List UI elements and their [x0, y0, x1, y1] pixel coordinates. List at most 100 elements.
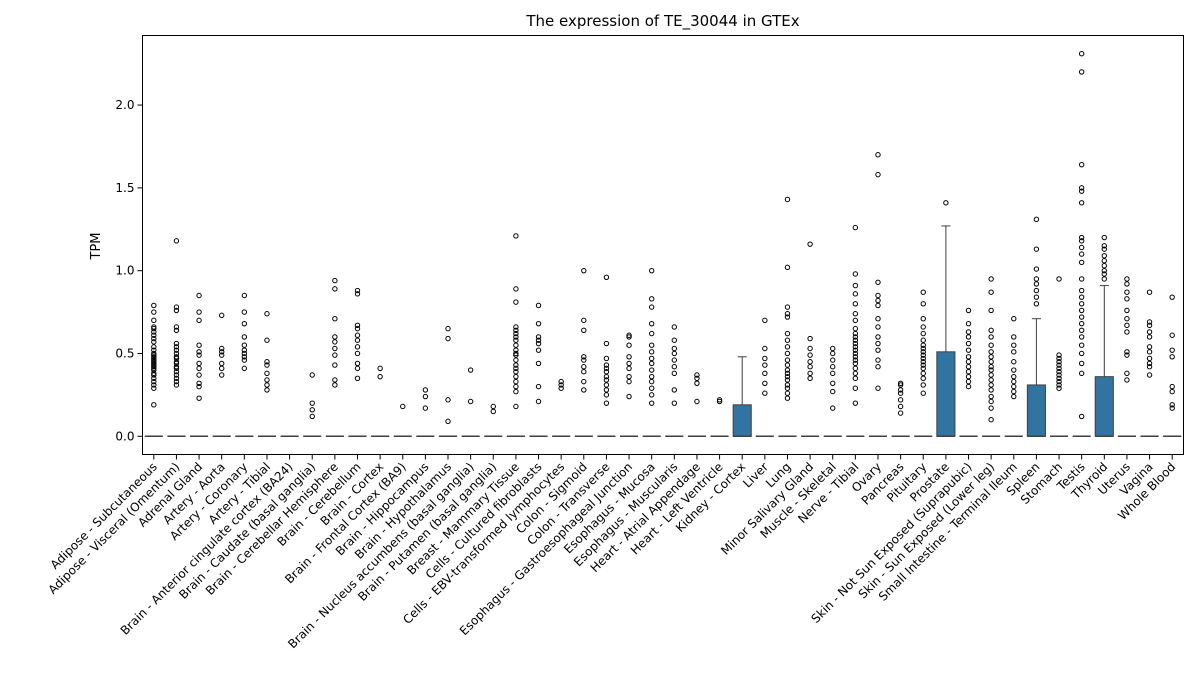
- outlier-point: [626, 342, 632, 348]
- outlier-point: [1056, 378, 1062, 385]
- outlier-point: [581, 378, 587, 385]
- outlier-point: [920, 301, 926, 307]
- outlier-point: [603, 392, 610, 398]
- outlier-point: [1169, 294, 1175, 300]
- outlier-point: [1146, 372, 1153, 378]
- outlier-point: [852, 311, 859, 317]
- outlier-point: [897, 390, 904, 396]
- outlier-point: [988, 289, 994, 295]
- outlier-point: [1124, 276, 1130, 282]
- outlier-point: [830, 405, 836, 411]
- outlier-point: [875, 171, 881, 178]
- outlier-point: [875, 302, 881, 309]
- outlier-point: [784, 337, 791, 343]
- outlier-point: [875, 152, 881, 158]
- outlier-point: [445, 397, 451, 403]
- outlier-point: [535, 337, 542, 343]
- outlier-point: [716, 397, 723, 403]
- outlier-point: [648, 296, 655, 302]
- outlier-point: [1011, 378, 1017, 385]
- outlier-point: [354, 375, 361, 382]
- outlier-point: [1078, 350, 1085, 357]
- outlier-point: [988, 359, 994, 365]
- outlier-point: [807, 364, 813, 370]
- outlier-point: [784, 370, 791, 377]
- outlier-point: [241, 354, 248, 360]
- outlier-point: [354, 291, 361, 297]
- outlier-point: [445, 418, 451, 425]
- outlier-point: [445, 325, 451, 332]
- outlier-point: [513, 403, 519, 410]
- outlier-point: [1124, 377, 1130, 383]
- outlier-point: [1033, 301, 1040, 307]
- outlier-point: [716, 398, 723, 405]
- outlier-point: [626, 365, 632, 372]
- outlier-point: [671, 350, 678, 357]
- outlier-point: [965, 368, 972, 375]
- outlier-point: [1033, 266, 1040, 272]
- outlier-point: [173, 340, 180, 347]
- outlier-point: [897, 397, 904, 403]
- outlier-point: [852, 385, 859, 391]
- outlier-point: [852, 375, 859, 382]
- outlier-point: [354, 322, 361, 329]
- outlier-point: [603, 340, 610, 347]
- category-group: Ovary: [849, 152, 888, 495]
- outlier-point: [1169, 347, 1175, 353]
- outlier-point: [1056, 368, 1062, 375]
- outlier-point: [603, 387, 610, 393]
- outlier-point: [1033, 294, 1040, 300]
- outlier-point: [467, 398, 474, 405]
- outlier-point: [535, 360, 542, 367]
- outlier-point: [897, 380, 904, 386]
- outlier-point: [173, 375, 180, 382]
- outlier-point: [784, 367, 791, 373]
- outlier-point: [219, 349, 225, 355]
- outlier-point: [219, 345, 225, 352]
- outlier-point: [1146, 329, 1153, 335]
- outlier-point: [671, 364, 678, 370]
- outlier-point: [1101, 271, 1107, 277]
- outlier-point: [219, 372, 225, 378]
- outlier-point: [626, 360, 632, 367]
- box: [936, 351, 956, 437]
- outlier-point: [784, 390, 791, 396]
- outlier-point: [151, 378, 157, 385]
- outlier-point: [807, 241, 813, 247]
- outlier-point: [151, 339, 157, 345]
- outlier-point: [1101, 234, 1107, 241]
- outlier-point: [1056, 382, 1062, 388]
- box: [732, 404, 752, 437]
- outlier-point: [151, 332, 157, 338]
- outlier-point: [354, 287, 361, 294]
- outlier-point: [603, 365, 610, 372]
- outlier-point: [1078, 307, 1085, 314]
- outlier-point: [875, 334, 881, 340]
- outlier-point: [1078, 251, 1085, 257]
- outlier-point: [1056, 375, 1062, 382]
- outlier-point: [151, 385, 157, 391]
- outlier-point: [648, 392, 655, 398]
- outlier-point: [852, 301, 859, 307]
- outlier-point: [264, 311, 270, 317]
- outlier-point: [1169, 402, 1175, 408]
- outlier-point: [694, 398, 700, 405]
- outlier-point: [151, 329, 157, 335]
- outlier-point: [603, 377, 610, 383]
- outlier-point: [332, 334, 338, 340]
- outlier-point: [581, 364, 587, 370]
- outlier-point: [173, 304, 180, 310]
- outlier-point: [965, 340, 972, 347]
- outlier-point: [1078, 188, 1085, 194]
- outlier-point: [1033, 246, 1040, 252]
- outlier-point: [151, 325, 157, 332]
- outlier-point: [1011, 367, 1017, 373]
- outlier-point: [920, 375, 926, 382]
- outlier-point: [490, 403, 496, 410]
- outlier-point: [807, 345, 813, 352]
- outlier-point: [897, 403, 904, 410]
- outlier-point: [354, 344, 361, 350]
- outlier-point: [513, 342, 519, 348]
- outlier-point: [875, 357, 881, 363]
- outlier-point: [151, 317, 157, 324]
